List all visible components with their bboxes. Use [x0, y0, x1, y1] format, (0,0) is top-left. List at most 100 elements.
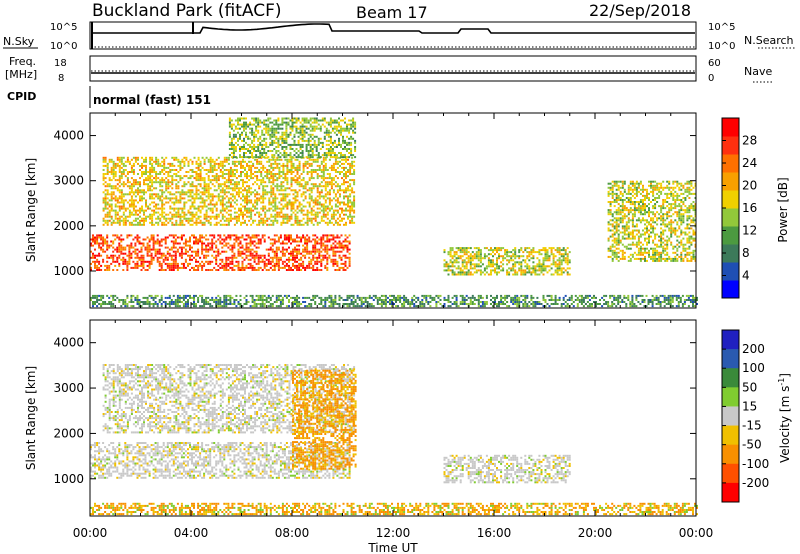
- power-echo-cell: [241, 256, 244, 259]
- power-echo-cell: [197, 205, 200, 208]
- power-echo-cell: [490, 263, 492, 266]
- power-echo-cell: [329, 135, 332, 138]
- power-echo-cell: [189, 195, 192, 198]
- power-echo-cell: [124, 246, 127, 249]
- power-echo-cell: [263, 156, 266, 159]
- power-echo-cell: [257, 266, 260, 269]
- power-echo-cell: [310, 158, 313, 161]
- power-echo-cell: [118, 179, 121, 182]
- power-echo-cell: [189, 238, 191, 241]
- power-echo-cell: [342, 244, 345, 247]
- power-echo-cell: [179, 164, 182, 167]
- power-echo-cell: [338, 143, 340, 146]
- power-echo-cell: [181, 221, 184, 224]
- power-echo-cell: [229, 181, 232, 184]
- power-echo-cell: [187, 189, 190, 192]
- power-echo-cell: [354, 127, 357, 130]
- power-echo-cell: [137, 181, 139, 184]
- power-echo-cell: [219, 183, 222, 186]
- power-echo-cell: [217, 250, 220, 253]
- power-echo-cell: [316, 164, 319, 167]
- power-echo-cell: [245, 123, 247, 126]
- power-echo-cell: [207, 197, 210, 200]
- power-echo-cell: [326, 248, 329, 251]
- power-echo-cell: [157, 164, 160, 167]
- power-echo-cell: [122, 246, 125, 249]
- power-echo-cell: [328, 199, 331, 202]
- power-echo-cell: [524, 269, 527, 272]
- power-echo-cell: [207, 160, 210, 163]
- power-echo-cell: [261, 234, 264, 237]
- power-echo-cell: [235, 215, 238, 218]
- power-echo-cell: [261, 139, 264, 142]
- power-echo-cell: [280, 171, 283, 173]
- power-echo-cell: [126, 269, 129, 271]
- power-echo-cell: [277, 260, 280, 263]
- power-echo-cell: [349, 207, 352, 210]
- power-echo-cell: [215, 207, 218, 210]
- power-echo-cell: [308, 240, 311, 243]
- power-echo-cell: [221, 166, 224, 169]
- power-echo-cell: [171, 207, 174, 210]
- power-echo-cell: [118, 209, 121, 212]
- power-echo-cell: [269, 266, 272, 269]
- power-echo-cell: [245, 152, 247, 154]
- power-echo-cell: [251, 141, 254, 144]
- power-echo-cell: [187, 262, 189, 265]
- power-echo-cell: [156, 242, 159, 245]
- power-echo-cell: [306, 213, 309, 216]
- power-echo-cell: [307, 121, 310, 124]
- power-echo-cell: [247, 250, 250, 253]
- power-echo-cell: [168, 269, 171, 271]
- power-echo-cell: [313, 135, 316, 138]
- power-echo-cell: [209, 234, 212, 237]
- power-echo-cell: [223, 219, 226, 222]
- power-echo-cell: [191, 169, 194, 171]
- power-echo-cell: [158, 240, 161, 243]
- power-echo-cell: [252, 191, 255, 194]
- power-echo-cell: [229, 203, 232, 206]
- power-echo-cell: [312, 209, 315, 212]
- power-echo-cell: [126, 207, 129, 210]
- power-echo-cell: [310, 195, 313, 198]
- power-echo-cell: [317, 152, 320, 154]
- power-echo-cell: [345, 209, 347, 212]
- power-echo-cell: [339, 219, 341, 222]
- power-echo-cell: [139, 197, 141, 200]
- power-echo-cell: [143, 217, 145, 220]
- power-echo-cell: [621, 184, 624, 187]
- power-echo-cell: [120, 183, 123, 186]
- power-echo-cell: [278, 158, 281, 161]
- power-echo-cell: [199, 262, 202, 265]
- power-echo-cell: [314, 183, 317, 186]
- power-echo-cell: [227, 179, 230, 182]
- power-echo-cell: [300, 264, 303, 267]
- power-echo-cell: [252, 203, 255, 206]
- power-echo-cell: [303, 135, 306, 138]
- power-echo-cell: [510, 259, 513, 262]
- power-echo-cell: [273, 154, 276, 157]
- power-echo-cell: [351, 173, 354, 175]
- power-echo-cell: [231, 189, 234, 192]
- power-echo-cell: [134, 160, 137, 163]
- power-echo-cell: [185, 213, 188, 216]
- power-echo-cell: [104, 240, 107, 243]
- power-echo-cell: [151, 215, 154, 218]
- power-echo-cell: [352, 154, 355, 157]
- power-echo-cell: [298, 252, 301, 255]
- power-echo-cell: [248, 179, 251, 182]
- power-echo-cell: [340, 242, 343, 245]
- power-echo-cell: [139, 199, 141, 202]
- power-echo-cell: [171, 181, 174, 184]
- power-echo-cell: [354, 131, 357, 134]
- power-echo-cell: [345, 187, 347, 190]
- power-echo-cell: [149, 221, 152, 224]
- power-echo-cell: [288, 201, 291, 204]
- power-echo-cell: [520, 249, 523, 252]
- power-echo-cell: [538, 249, 541, 252]
- power-echo-cell: [562, 249, 565, 252]
- power-echo-cell: [233, 187, 236, 190]
- power-echo-cell: [354, 156, 357, 159]
- power-echo-cell: [311, 150, 314, 152]
- power-echo-cell: [300, 207, 303, 210]
